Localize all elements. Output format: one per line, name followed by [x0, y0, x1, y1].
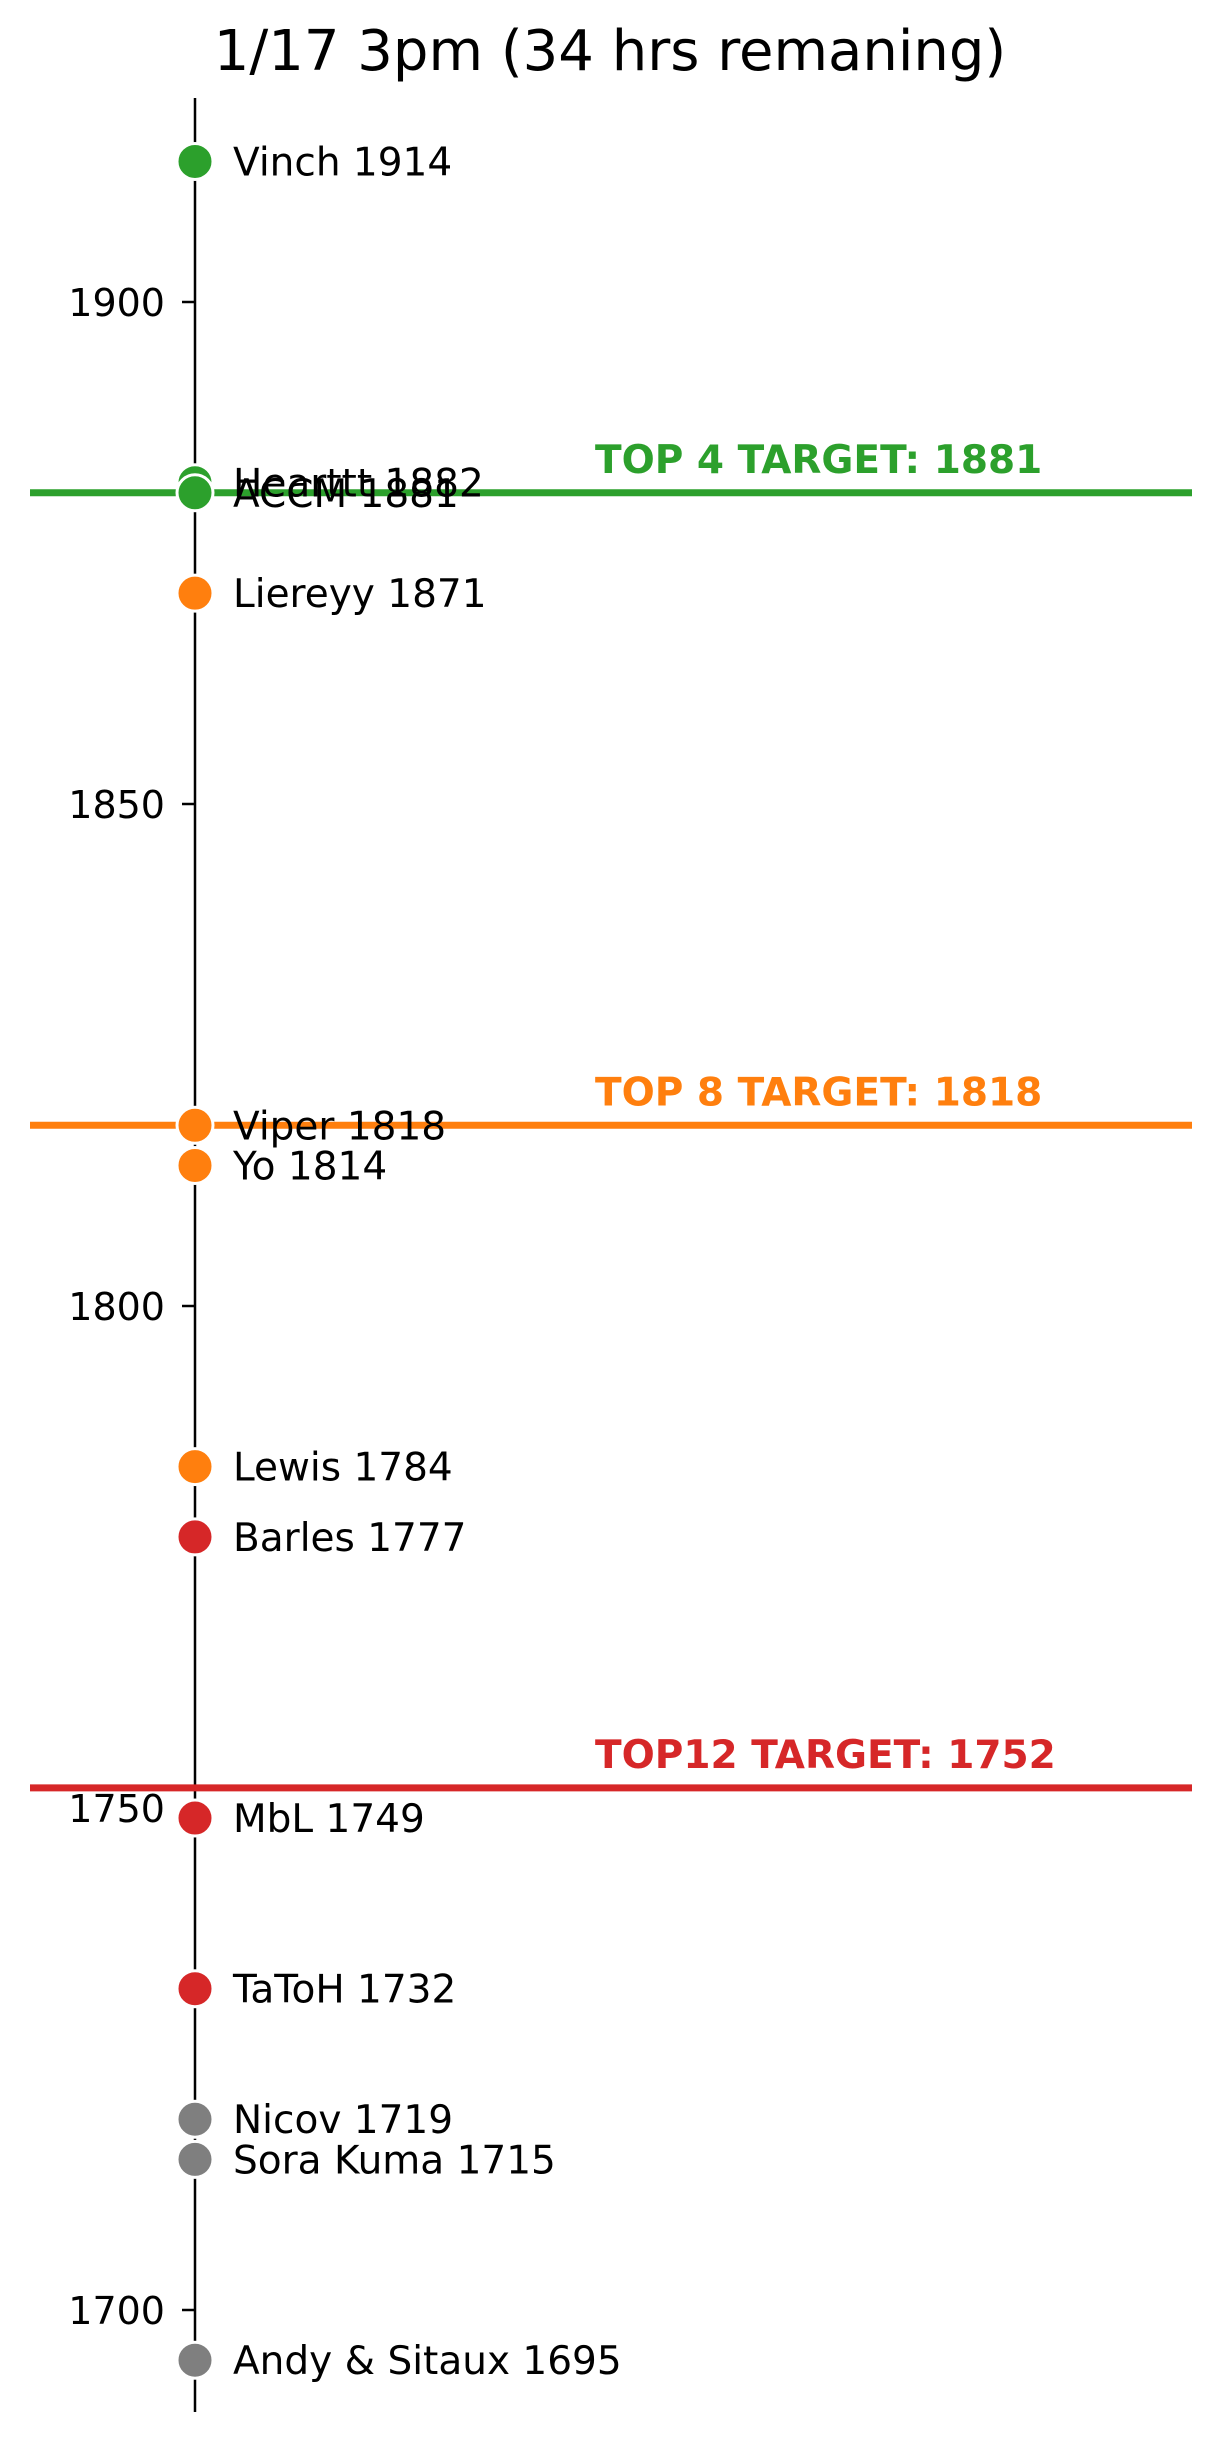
target-label: TOP 4 TARGET: 1881 [595, 438, 1042, 483]
y-tick-label: 1900 [68, 281, 165, 325]
y-tick-label: 1750 [68, 1787, 165, 1831]
data-point [175, 2139, 215, 2179]
data-point-label: TaToH 1732 [232, 1968, 456, 2013]
y-axis-ticks: 1700 1750 1800 1850 1900 [68, 281, 195, 2333]
target-label: TOP12 TARGET: 1752 [595, 1733, 1056, 1778]
data-point [175, 573, 215, 613]
data-point-label: Viper 1818 [233, 1104, 446, 1149]
data-point-label: Liereyy 1871 [233, 572, 487, 617]
data-point-label: Sora Kuma 1715 [233, 2138, 556, 2183]
data-point [175, 1145, 215, 1185]
data-point [175, 141, 215, 181]
data-point [175, 1517, 215, 1557]
data-point [175, 2340, 215, 2380]
y-tick-label: 1850 [68, 783, 165, 827]
data-point [175, 1798, 215, 1838]
data-point-label: Vinch 1914 [233, 140, 452, 185]
data-point-label: MbL 1749 [233, 1797, 425, 1842]
data-point [175, 2099, 215, 2139]
data-point-label: Nicov 1719 [233, 2098, 453, 2143]
data-point [175, 1105, 215, 1145]
chart-title: 1/17 3pm (34 hrs remaning) [214, 19, 1007, 84]
data-point-label: Lewis 1784 [233, 1446, 453, 1491]
data-point [175, 1447, 215, 1487]
y-tick-label: 1700 [68, 2289, 165, 2333]
data-point-label: Andy & Sitaux 1695 [233, 2339, 622, 2384]
data-point-label: ACCM 1881 [233, 472, 459, 517]
y-tick-label: 1800 [68, 1285, 165, 1329]
data-point [175, 1969, 215, 2009]
data-point [175, 473, 215, 513]
data-point-label: Yo 1814 [232, 1144, 387, 1189]
data-point-label: Hearttt 1882 [233, 462, 484, 507]
data-point-label: Barles 1777 [233, 1516, 467, 1561]
target-lines: TOP 4 TARGET: 1881 TOP 8 TARGET: 1818 TOP1… [30, 438, 1192, 1792]
target-label: TOP 8 TARGET: 1818 [595, 1070, 1042, 1115]
